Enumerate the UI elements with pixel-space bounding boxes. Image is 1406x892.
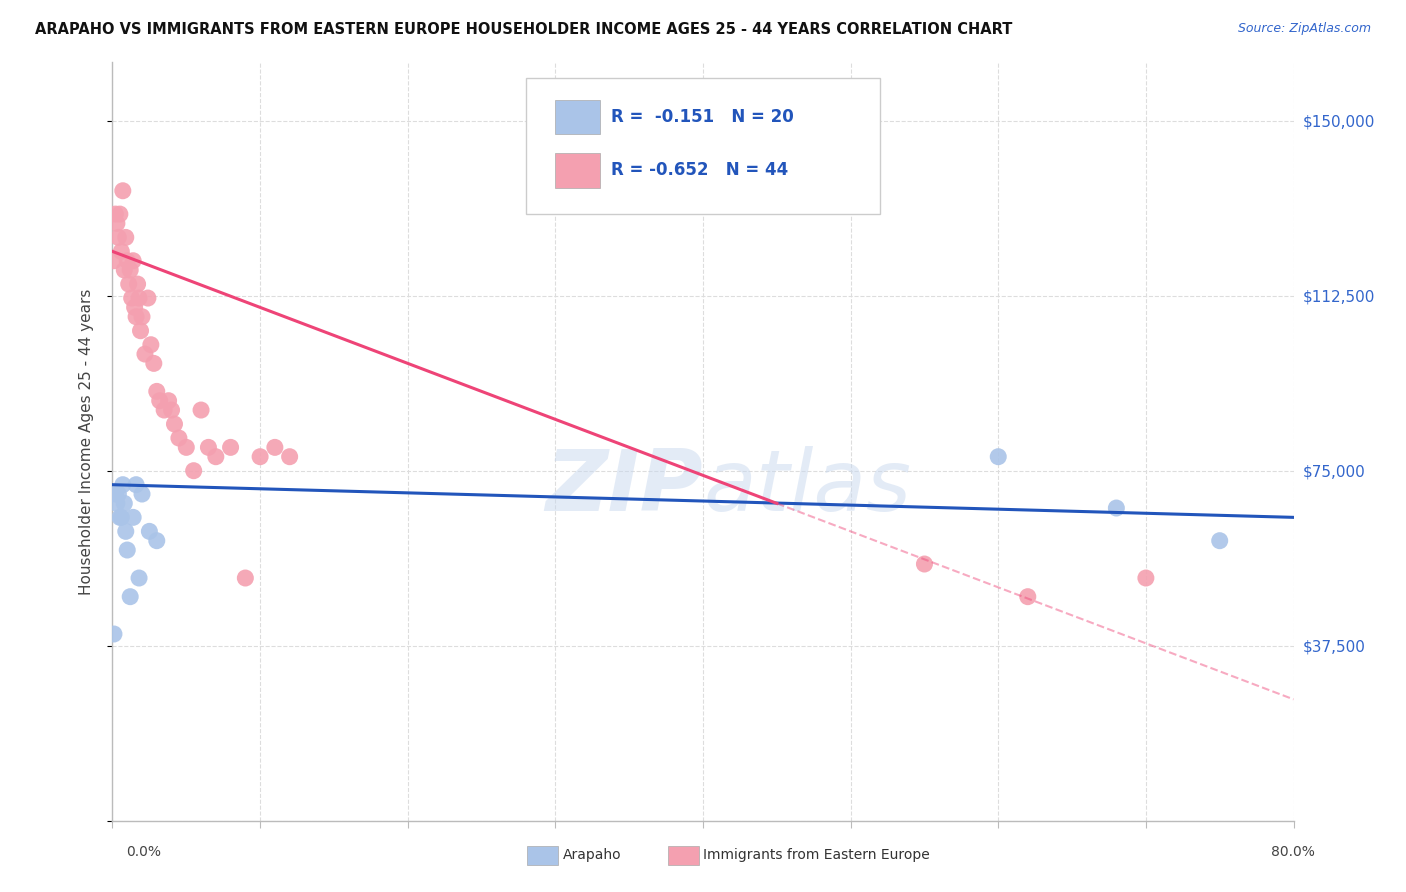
Point bbox=[120, 263, 142, 277]
Point bbox=[146, 533, 169, 548]
Text: Source: ZipAtlas.com: Source: ZipAtlas.com bbox=[1237, 22, 1371, 36]
Point bbox=[914, 557, 936, 571]
Y-axis label: Householder Income Ages 25 - 44 years: Householder Income Ages 25 - 44 years bbox=[79, 288, 94, 595]
Point bbox=[264, 441, 287, 455]
Text: R =  -0.151   N = 20: R = -0.151 N = 20 bbox=[610, 108, 793, 126]
Point bbox=[134, 347, 156, 361]
Point bbox=[138, 524, 160, 539]
Point bbox=[114, 524, 136, 539]
Point bbox=[122, 253, 145, 268]
Point bbox=[1208, 533, 1232, 548]
Point bbox=[104, 207, 127, 221]
Point bbox=[121, 291, 143, 305]
Point bbox=[111, 184, 134, 198]
Text: atlas: atlas bbox=[703, 445, 911, 529]
Point bbox=[987, 450, 1010, 464]
Point bbox=[120, 590, 142, 604]
Text: ARAPAHO VS IMMIGRANTS FROM EASTERN EUROPE HOUSEHOLDER INCOME AGES 25 - 44 YEARS : ARAPAHO VS IMMIGRANTS FROM EASTERN EUROP… bbox=[35, 22, 1012, 37]
Point bbox=[129, 324, 152, 338]
Text: Arapaho: Arapaho bbox=[562, 847, 621, 862]
Text: ZIP: ZIP bbox=[546, 445, 703, 529]
Text: R = -0.652   N = 44: R = -0.652 N = 44 bbox=[610, 161, 789, 179]
Point bbox=[112, 263, 135, 277]
Point bbox=[125, 310, 148, 324]
Text: Immigrants from Eastern Europe: Immigrants from Eastern Europe bbox=[703, 847, 929, 862]
Point bbox=[1135, 571, 1157, 585]
Point bbox=[219, 441, 242, 455]
Point bbox=[124, 301, 146, 315]
FancyBboxPatch shape bbox=[526, 78, 880, 214]
Point bbox=[139, 337, 162, 351]
Point bbox=[136, 291, 159, 305]
Point bbox=[153, 403, 176, 417]
Point bbox=[104, 487, 127, 501]
Point bbox=[174, 441, 197, 455]
Point bbox=[118, 277, 141, 291]
Point bbox=[1017, 590, 1039, 604]
Point bbox=[107, 487, 129, 501]
Point bbox=[157, 393, 180, 408]
Point bbox=[167, 431, 190, 445]
Point bbox=[110, 244, 132, 259]
Point bbox=[128, 291, 150, 305]
Bar bbox=[555, 153, 600, 187]
Point bbox=[125, 477, 148, 491]
Point bbox=[108, 510, 131, 524]
Point bbox=[163, 417, 186, 431]
Point bbox=[1105, 501, 1128, 516]
Point bbox=[205, 450, 228, 464]
Point bbox=[117, 543, 138, 558]
Text: 0.0%: 0.0% bbox=[127, 845, 162, 859]
Point bbox=[105, 216, 128, 230]
Point bbox=[128, 571, 150, 585]
Point bbox=[249, 450, 271, 464]
Point bbox=[112, 496, 135, 510]
Point bbox=[146, 384, 169, 399]
Text: 80.0%: 80.0% bbox=[1271, 845, 1315, 859]
Point bbox=[122, 510, 145, 524]
Point bbox=[183, 464, 205, 478]
Point bbox=[131, 310, 153, 324]
Point bbox=[114, 230, 136, 244]
Point bbox=[111, 477, 134, 491]
Point bbox=[110, 510, 132, 524]
Point bbox=[127, 277, 149, 291]
Point bbox=[149, 393, 172, 408]
Point bbox=[197, 441, 219, 455]
Point bbox=[108, 207, 131, 221]
Point bbox=[103, 253, 125, 268]
Point bbox=[233, 571, 256, 585]
Point bbox=[190, 403, 212, 417]
Point bbox=[107, 230, 129, 244]
Point bbox=[103, 627, 125, 641]
Point bbox=[117, 253, 138, 268]
Point bbox=[105, 496, 128, 510]
Point bbox=[278, 450, 301, 464]
Point bbox=[160, 403, 183, 417]
Point bbox=[131, 487, 153, 501]
Point bbox=[142, 356, 165, 370]
Bar bbox=[555, 100, 600, 135]
